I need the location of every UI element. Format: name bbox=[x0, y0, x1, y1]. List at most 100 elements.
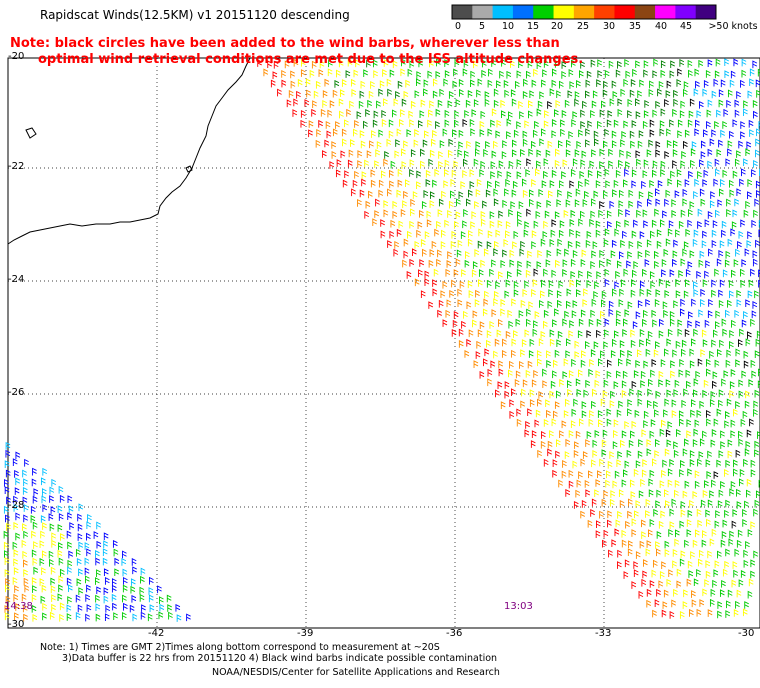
wind-barb bbox=[482, 308, 488, 317]
wind-barb bbox=[401, 58, 406, 67]
wind-barb bbox=[677, 328, 683, 337]
wind-barb bbox=[486, 241, 492, 249]
wind-barb bbox=[736, 150, 741, 158]
wind-barb bbox=[752, 60, 758, 69]
wind-barb bbox=[403, 90, 409, 99]
wind-barb bbox=[568, 330, 574, 338]
wind-barb bbox=[531, 241, 536, 249]
wind-barb bbox=[580, 120, 585, 129]
wind-barb bbox=[516, 70, 522, 79]
colorbar-swatch bbox=[675, 5, 697, 19]
wind-barb bbox=[688, 209, 693, 217]
wind-barb bbox=[564, 99, 570, 108]
wind-barb bbox=[612, 90, 618, 99]
wind-barb bbox=[470, 221, 475, 229]
wind-barb bbox=[591, 149, 596, 157]
wind-barb bbox=[422, 139, 428, 148]
wind-barb bbox=[536, 149, 542, 158]
wind-barb bbox=[631, 581, 637, 589]
wind-barb bbox=[15, 512, 21, 521]
wind-barb bbox=[683, 140, 688, 149]
wind-barb bbox=[409, 119, 414, 127]
wind-barb bbox=[709, 490, 714, 498]
wind-barb bbox=[576, 479, 582, 488]
wind-barb bbox=[615, 169, 621, 178]
wind-barb bbox=[687, 320, 693, 329]
wind-barb bbox=[755, 239, 760, 248]
wind-barb bbox=[341, 79, 347, 87]
wind-barb bbox=[51, 478, 57, 487]
wind-barb bbox=[409, 258, 415, 267]
wind-barb bbox=[621, 479, 627, 488]
wind-barb bbox=[293, 98, 299, 107]
wind-barb bbox=[661, 609, 667, 618]
wind-barb bbox=[579, 418, 584, 427]
wind-barb bbox=[12, 541, 18, 550]
wind-barb bbox=[625, 70, 631, 79]
wind-barb bbox=[457, 299, 463, 307]
wind-barb bbox=[365, 200, 371, 209]
wind-barb bbox=[706, 368, 711, 377]
note-line-1: Note: black circles have been added to t… bbox=[10, 36, 560, 51]
wind-barb bbox=[455, 258, 461, 267]
wind-barb bbox=[554, 159, 560, 168]
wind-barb bbox=[32, 521, 38, 530]
wind-barb bbox=[448, 200, 454, 209]
wind-barb bbox=[702, 339, 708, 347]
wind-barb bbox=[546, 249, 552, 258]
wind-barb bbox=[654, 409, 659, 418]
wind-barb bbox=[699, 100, 704, 109]
wind-barb bbox=[672, 160, 677, 168]
wind-barb bbox=[521, 339, 527, 347]
wind-barb bbox=[595, 229, 601, 238]
wind-barb bbox=[78, 541, 84, 550]
wind-barb bbox=[361, 178, 366, 187]
wind-barb bbox=[618, 208, 623, 217]
wind-barb bbox=[553, 359, 558, 368]
wind-barb bbox=[651, 358, 657, 367]
wind-barb bbox=[505, 279, 511, 288]
wind-barb bbox=[672, 560, 677, 569]
wind-barb bbox=[716, 149, 722, 157]
wind-barb bbox=[729, 130, 734, 139]
wind-barb bbox=[121, 612, 127, 620]
wind-barb bbox=[656, 489, 662, 498]
wind-barb bbox=[458, 141, 464, 149]
wind-barb bbox=[666, 338, 672, 347]
wind-barb bbox=[680, 209, 686, 218]
wind-barb bbox=[395, 139, 400, 147]
colorbar-swatch bbox=[533, 5, 555, 19]
wind-barb bbox=[714, 120, 719, 129]
wind-barb bbox=[378, 189, 384, 198]
wind-barb bbox=[368, 90, 374, 99]
wind-barb bbox=[543, 59, 549, 68]
wind-barb bbox=[140, 611, 146, 620]
wind-barb bbox=[708, 248, 713, 257]
wind-barb bbox=[487, 378, 492, 387]
wind-barb bbox=[578, 129, 583, 138]
wind-barb bbox=[746, 429, 752, 438]
wind-barb bbox=[574, 441, 579, 449]
wind-barb bbox=[753, 508, 758, 517]
wind-barb bbox=[290, 70, 295, 79]
wind-barb bbox=[722, 328, 728, 337]
wind-barb bbox=[6, 523, 11, 531]
wind-barb bbox=[642, 570, 648, 579]
wind-barb bbox=[166, 594, 172, 603]
wind-barb bbox=[720, 430, 725, 439]
wind-barb bbox=[121, 558, 127, 566]
wind-barb bbox=[31, 549, 37, 558]
wind-barb bbox=[141, 604, 146, 612]
wind-barb bbox=[568, 130, 574, 139]
wind-barb bbox=[87, 514, 92, 522]
wind-barb bbox=[631, 518, 637, 527]
wind-barb bbox=[458, 340, 464, 348]
wind-barb bbox=[5, 584, 10, 593]
wind-barb bbox=[524, 429, 530, 438]
wind-barb bbox=[509, 399, 515, 407]
wind-barb bbox=[580, 458, 586, 467]
wind-barb bbox=[540, 440, 546, 449]
wind-barb bbox=[628, 439, 634, 448]
wind-barb bbox=[753, 550, 759, 559]
wind-barb bbox=[625, 209, 630, 217]
